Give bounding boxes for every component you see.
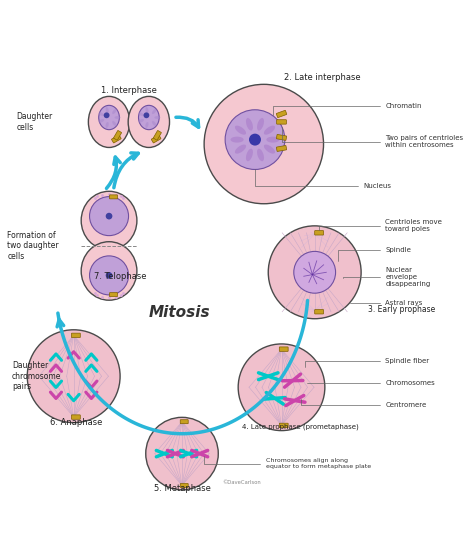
FancyBboxPatch shape [72,415,80,419]
Ellipse shape [257,118,264,131]
Text: Centromere: Centromere [301,399,427,408]
Ellipse shape [81,242,137,300]
Ellipse shape [230,137,244,143]
Text: 7. Telophase: 7. Telophase [94,272,146,281]
Text: Chromosomes: Chromosomes [307,380,435,386]
Ellipse shape [146,107,148,113]
Text: Formation of
two daughter
cells: Formation of two daughter cells [7,231,59,261]
FancyBboxPatch shape [111,135,121,143]
FancyBboxPatch shape [279,423,288,428]
Ellipse shape [146,122,148,128]
Circle shape [106,213,112,220]
Ellipse shape [138,105,159,130]
Ellipse shape [264,126,275,135]
Circle shape [90,256,128,295]
Text: 6. Anaphase: 6. Anaphase [50,418,102,427]
Ellipse shape [257,149,264,161]
FancyBboxPatch shape [315,231,324,235]
Ellipse shape [128,97,170,148]
Circle shape [90,197,128,236]
Ellipse shape [138,119,144,122]
Ellipse shape [152,121,156,126]
Text: Chromatin: Chromatin [273,103,422,115]
Text: ©DaveCarlson: ©DaveCarlson [222,480,261,485]
Ellipse shape [138,113,144,116]
Circle shape [294,251,336,293]
Ellipse shape [246,118,253,131]
Text: Spindle fiber: Spindle fiber [305,358,429,367]
Text: Nuclear
envelope
disappearing: Nuclear envelope disappearing [343,267,431,287]
Text: 2. Late interphase: 2. Late interphase [284,73,360,82]
FancyBboxPatch shape [315,310,324,314]
Ellipse shape [235,126,246,135]
Text: Two pairs of centrioles
within centrosomes: Two pairs of centrioles within centrosom… [282,127,464,148]
FancyBboxPatch shape [276,135,287,141]
FancyBboxPatch shape [180,484,188,488]
FancyBboxPatch shape [276,110,287,117]
Ellipse shape [112,121,117,126]
Circle shape [146,417,219,490]
Circle shape [268,226,361,319]
Circle shape [249,133,261,145]
Text: 1. Interphase: 1. Interphase [101,87,157,96]
Circle shape [238,344,325,430]
Ellipse shape [155,116,160,119]
Text: Nucleus: Nucleus [255,169,392,189]
Ellipse shape [112,109,117,114]
FancyBboxPatch shape [279,347,288,351]
Text: Chromosomes align along
equator to form metaphase plate: Chromosomes align along equator to form … [204,456,371,469]
FancyBboxPatch shape [151,135,161,143]
Ellipse shape [266,137,280,143]
Text: 5. Metaphase: 5. Metaphase [154,484,210,494]
Text: Mitosis: Mitosis [149,305,210,320]
FancyBboxPatch shape [180,419,188,424]
Text: 3. Early prophase: 3. Early prophase [368,305,435,315]
Circle shape [204,85,324,204]
FancyBboxPatch shape [109,195,118,199]
Circle shape [27,330,120,423]
Ellipse shape [152,109,156,114]
FancyBboxPatch shape [277,120,286,124]
Text: 4. Late prophase (prometaphase): 4. Late prophase (prometaphase) [242,424,358,430]
FancyBboxPatch shape [276,145,287,152]
Circle shape [104,113,109,118]
Ellipse shape [81,191,137,250]
Text: Daughter
chromosome
pairs: Daughter chromosome pairs [12,361,61,391]
Ellipse shape [106,122,109,128]
Ellipse shape [99,119,104,122]
Circle shape [144,113,149,118]
Circle shape [225,110,285,170]
Text: Astral rays: Astral rays [350,300,423,306]
Ellipse shape [99,105,119,130]
Ellipse shape [115,116,120,119]
Text: Centrioles move
toward poles: Centrioles move toward poles [319,220,442,232]
Ellipse shape [99,113,104,116]
Ellipse shape [106,107,109,113]
Text: Spindle: Spindle [338,247,411,261]
Ellipse shape [88,97,130,148]
FancyBboxPatch shape [109,293,118,296]
FancyBboxPatch shape [72,333,80,338]
FancyBboxPatch shape [114,131,121,140]
Ellipse shape [235,144,246,154]
Ellipse shape [264,144,275,154]
Circle shape [106,272,112,279]
Text: Daughter
cells: Daughter cells [16,112,53,132]
FancyBboxPatch shape [154,131,161,140]
Ellipse shape [246,149,253,161]
